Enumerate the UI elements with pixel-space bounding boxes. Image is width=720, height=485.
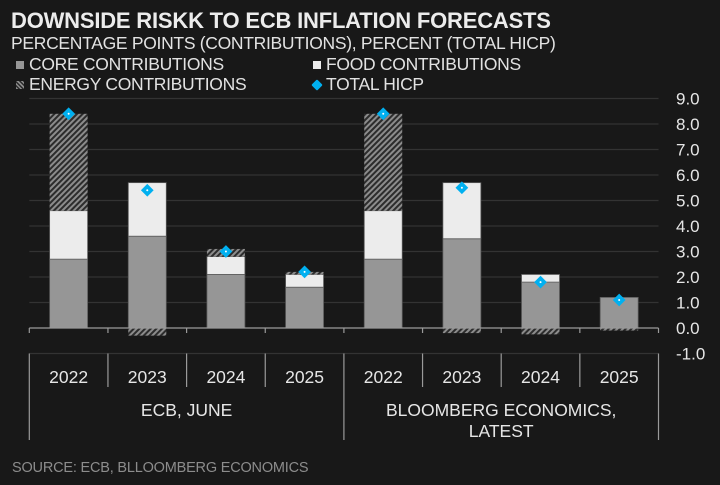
x-category-label: 2025 [285,367,324,387]
x-category-label: 2022 [364,367,403,387]
legend-item-food: FOOD CONTRIBUTIONS [313,54,521,75]
bar-core [285,286,324,329]
gridlines [29,97,659,304]
y-tick-label: 5.0 [676,192,700,211]
y-tick-label: 2.0 [676,268,700,287]
food-swatch-icon [313,60,321,69]
hicp-marker-dot [382,112,385,115]
x-category-label: 2023 [128,367,167,387]
y-tick-label: 7.0 [676,141,700,160]
group-label-line1: BLOOMBERG ECONOMICS, [386,400,616,420]
legend-label-food: FOOD CONTRIBUTIONS [326,54,521,74]
y-tick-label: 4.0 [676,217,700,236]
axis-labels: 9.0 8.0 7.0 6.0 5.0 4.0 3.0 2.0 1.0 0.0 -1.0 2022 20… [49,90,705,442]
x-category-label: 2022 [49,367,88,387]
legend-item-energy: ENERGY CONTRIBUTIONS [16,74,247,95]
bar-core [442,238,482,329]
y-tick-label: 6.0 [676,166,700,185]
bar-food [206,256,246,275]
chart-subtitle: PERCENTAGE POINTS (CONTRIBUTIONS), PERCE… [11,33,556,53]
x-category-label: 2024 [521,367,560,387]
axes [28,327,660,440]
hicp-marker-dot [146,189,149,192]
hicp-marker-dot [539,281,542,284]
x-category-label: 2025 [600,367,639,387]
y-tick-label: 9.0 [676,90,700,109]
hicp-marker-dot [618,298,621,301]
bar-energy [128,328,167,336]
bar-core [127,235,167,329]
hicp-marker-dot [67,112,70,115]
bar-food [363,210,403,260]
y-tick-label: 1.0 [676,294,700,313]
source-note: SOURCE: ECB, BLLOOMBERG ECONOMICS [12,460,309,476]
legend-item-hicp: TOTAL HICP [311,74,424,95]
bar-core [363,258,403,329]
bar-energy [521,328,560,335]
legend-label-energy: ENERGY CONTRIBUTIONS [29,74,247,94]
y-tick-label: 8.0 [676,115,700,134]
y-tick-label: 3.0 [676,243,700,262]
hicp-marker-dot [303,270,306,273]
group-label: ECB, JUNE [141,400,232,420]
x-category-label: 2023 [442,367,481,387]
bar-core [521,281,560,329]
bar-core [49,258,89,329]
bar-food [49,210,89,260]
x-category-label: 2024 [206,367,245,387]
core-swatch-icon [16,60,24,69]
chart-title: DOWNSIDE RISKK TO ECB INFLATION FORECAST… [11,8,551,33]
bar-energy [364,113,403,211]
hicp-marker-dot [224,250,227,253]
bar-energy [49,113,88,211]
energy-hatched-swatch-icon [16,80,24,89]
bar-energy [600,328,639,331]
hicp-marker-dot [460,186,463,189]
bar-core [206,274,246,329]
bar-energy [442,328,481,334]
y-tick-label: 0.0 [676,319,700,338]
y-tick-label: -1.0 [676,345,705,364]
legend-label-hicp: TOTAL HICP [326,74,424,94]
legend-item-core: CORE CONTRIBUTIONS [16,54,224,75]
group-label-line2: LATEST [469,421,534,441]
legend-label-core: CORE CONTRIBUTIONS [29,54,224,74]
